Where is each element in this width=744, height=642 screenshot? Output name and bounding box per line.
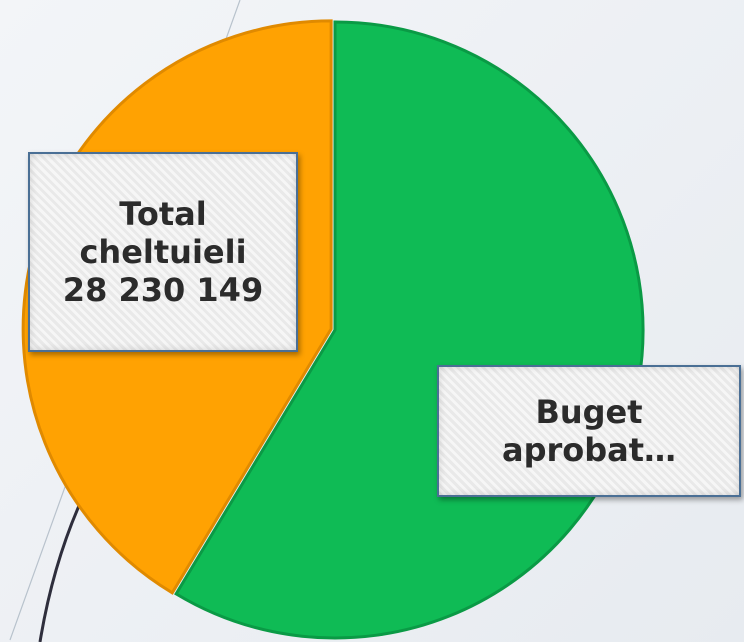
label-category: Buget aprobat… xyxy=(501,393,677,469)
label-category: Total cheltuieli xyxy=(79,195,247,271)
label-value: 28 230 149 xyxy=(62,271,264,309)
data-label: Total cheltuieli 28 230 149 xyxy=(28,152,298,352)
data-label: Buget aprobat… xyxy=(437,365,741,497)
